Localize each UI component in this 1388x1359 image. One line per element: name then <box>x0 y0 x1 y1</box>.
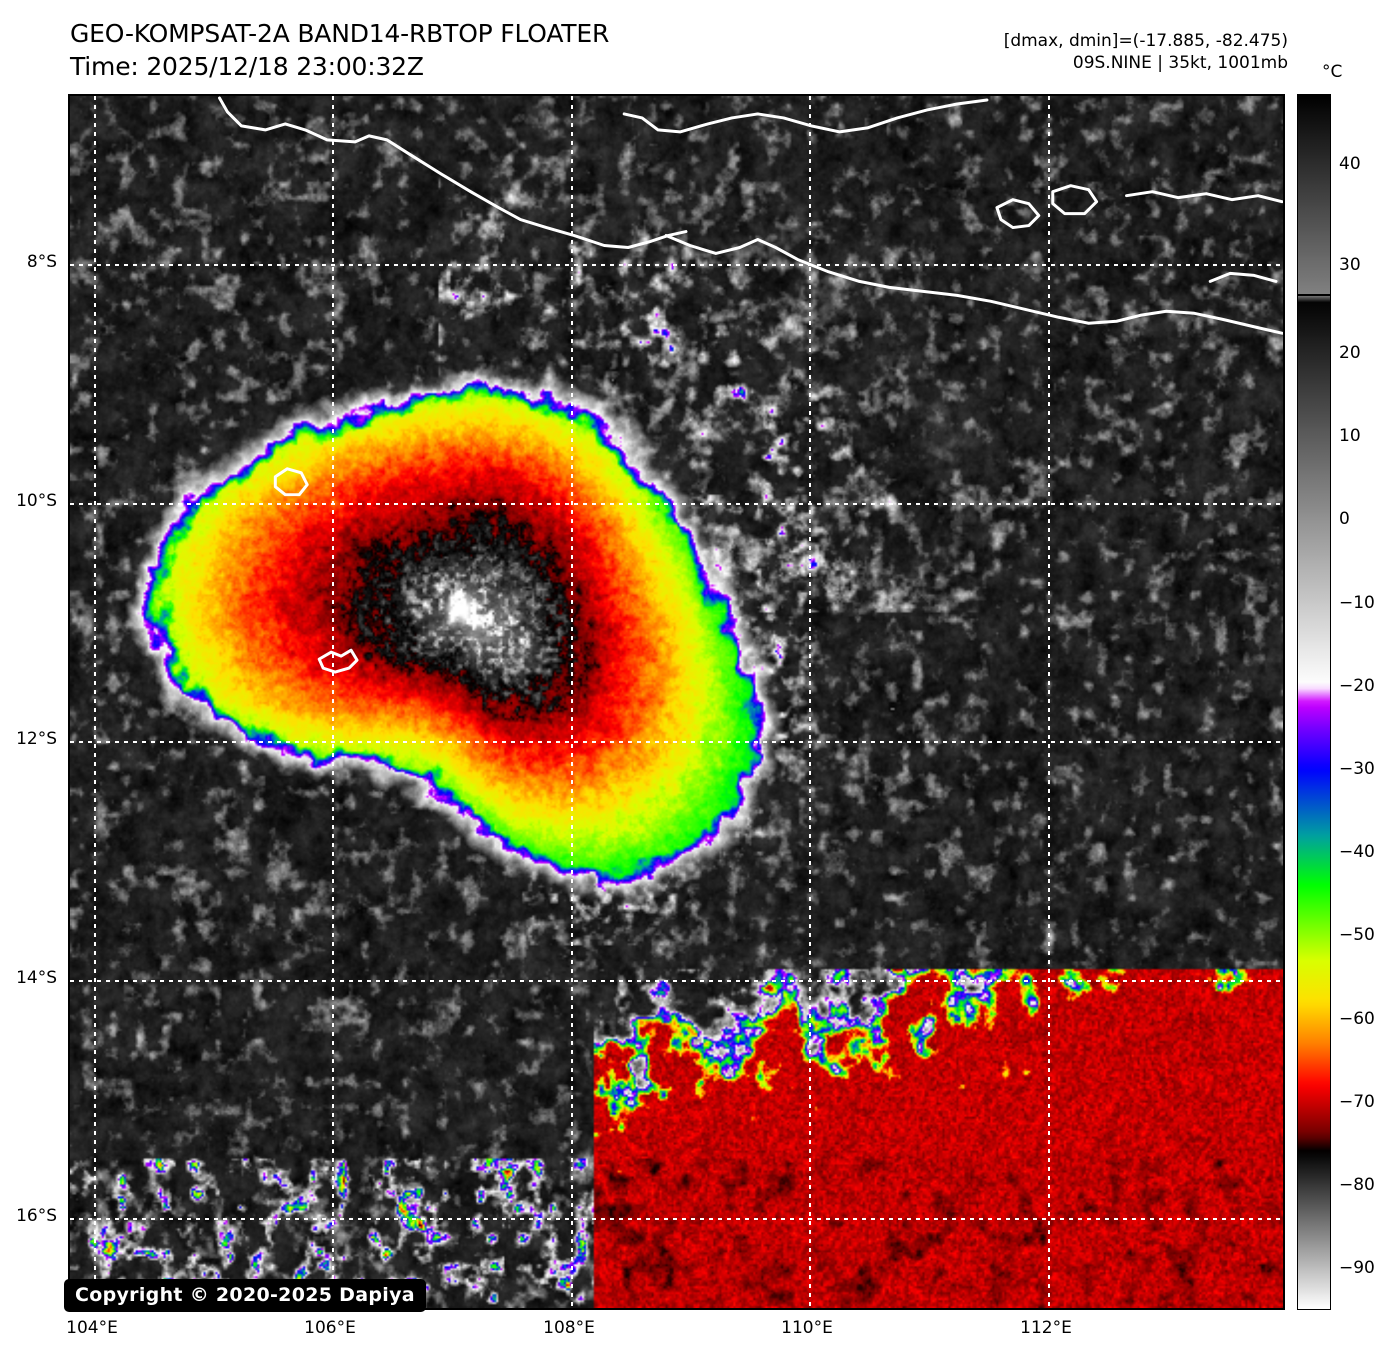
coast-island-bali <box>995 198 1041 230</box>
coast-christmas-island <box>317 648 359 674</box>
colorbar-tick-minus20: −20 <box>1339 675 1375 696</box>
xtick-label-112e: 112°E <box>1020 1318 1072 1338</box>
xtick-label-104e: 104°E <box>66 1318 118 1338</box>
coast-east-islet <box>1208 271 1278 283</box>
colorbar-tick-minus60: −60 <box>1339 1008 1375 1029</box>
colorbar-tick-40: 40 <box>1339 154 1361 175</box>
coast-sumbawa-north <box>1125 190 1283 204</box>
coast-island-lombok <box>1051 184 1099 216</box>
colorbar-tick-minus30: −30 <box>1339 759 1375 780</box>
coast-java-north <box>622 98 989 134</box>
colorbar-tick-0: 0 <box>1339 509 1350 530</box>
colorbar-segment-cold <box>1297 294 1331 1310</box>
colorbar-tick-minus10: −10 <box>1339 592 1375 613</box>
ytick-label-12s: 12°S <box>16 729 57 749</box>
colorbar-tick-10: 10 <box>1339 426 1361 447</box>
ytick-label-8s: 8°S <box>26 252 57 272</box>
coast-sumatra-south <box>218 96 688 249</box>
ytick-label-14s: 14°S <box>16 968 57 988</box>
satellite-image-plot[interactable] <box>68 94 1285 1310</box>
xtick-label-108e: 108°E <box>543 1318 595 1338</box>
colorbar-tick-minus50: −50 <box>1339 925 1375 946</box>
colorbar-tick-minus90: −90 <box>1339 1258 1375 1279</box>
coast-java-south <box>664 234 1283 335</box>
copyright-watermark: Copyright © 2020-2025 Dapiya <box>64 1279 426 1312</box>
colorbar-tick-30: 30 <box>1339 254 1361 275</box>
xtick-label-106e: 106°E <box>304 1318 356 1338</box>
page-title: GEO-KOMPSAT-2A BAND14-RBTOP FLOATER Time… <box>70 18 609 83</box>
ytick-label-16s: 16°S <box>16 1206 57 1226</box>
colorbar-tick-20: 20 <box>1339 342 1361 363</box>
timestamp: Time: 2025/12/18 23:00:32Z <box>70 51 424 81</box>
colorbar-tick-minus80: −80 <box>1339 1175 1375 1196</box>
product-title: GEO-KOMPSAT-2A BAND14-RBTOP FLOATER <box>70 19 610 48</box>
colorbar-unit-label: °C <box>1322 62 1343 82</box>
colorbar[interactable] <box>1297 94 1331 1310</box>
coastline-overlay <box>218 96 1283 674</box>
colorbar-tick-minus70: −70 <box>1339 1091 1375 1112</box>
storm-info-readout: 09S.NINE | 35kt, 1001mb <box>1072 53 1288 74</box>
colorbar-tick-minus40: −40 <box>1339 842 1375 863</box>
ytick-label-10s: 10°S <box>16 491 57 511</box>
metadata-block: [dmax, dmin]=(-17.885, -82.475) 09S.NINE… <box>1004 30 1288 74</box>
infrared-satellite-imagery <box>70 96 1283 1308</box>
coast-small-bay <box>273 467 309 497</box>
xtick-label-110e: 110°E <box>781 1318 833 1338</box>
dmax-dmin-readout: [dmax, dmin]=(-17.885, -82.475) <box>1003 31 1288 51</box>
colorbar-segment-warm <box>1297 94 1331 295</box>
